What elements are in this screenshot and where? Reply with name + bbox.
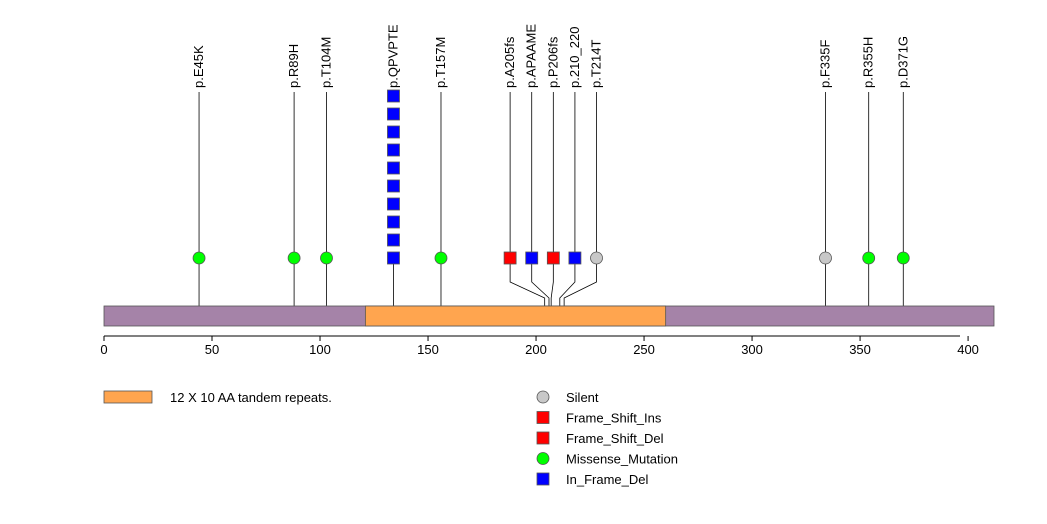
mutation-type-legend: Silent Frame_Shift_Ins Frame_Shift_Del Miss…: [536, 390, 678, 487]
mutation-label: p.F335F: [818, 40, 833, 88]
legend-marker: [536, 390, 550, 404]
x-tick-label: 150: [417, 342, 439, 357]
protein-backbone: [103, 305, 995, 327]
legend-label: Frame_Shift_Ins: [566, 411, 662, 426]
mutation-stems: [198, 92, 904, 326]
mutation-marker: [287, 251, 301, 265]
mutation-label: p.R89H: [286, 44, 301, 88]
mutation-marker: [387, 233, 400, 247]
mutation-marker: [192, 251, 206, 265]
x-axis: 0 50 100 150 200 250 300 350 400: [100, 335, 979, 357]
x-tick-label: 300: [741, 342, 763, 357]
mutation-labels: p.E45K p.R89H p.T104M p.QPVPTE p.T157M p.A205…: [191, 24, 910, 88]
mutation-label: p.210_220: [567, 27, 582, 88]
mutation-marker: [387, 179, 400, 193]
legend-label: Missense_Mutation: [566, 452, 678, 467]
legend-label: In_Frame_Del: [566, 472, 648, 487]
mutation-label: p.R355H: [861, 37, 876, 88]
domain-legend: 12 X 10 AA tandem repeats.: [103, 390, 332, 405]
mutation-marker: [387, 197, 400, 211]
legend-marker: [536, 452, 550, 465]
mutation-marker: [387, 125, 400, 139]
legend-marker: [536, 472, 550, 486]
mutation-label: p.T214T: [589, 40, 604, 88]
mutation-label: p.APAAME: [524, 24, 539, 88]
mutation-marker: [387, 107, 400, 121]
mutation-label: p.T157M: [433, 37, 448, 88]
mutation-marker: [387, 89, 400, 103]
legend-label: Frame_Shift_Del: [566, 431, 664, 446]
mutation-marker: [320, 251, 333, 265]
x-tick-label: 350: [849, 342, 871, 357]
domain-legend-swatch: [103, 390, 153, 404]
mutation-label: p.QPVPTE: [385, 24, 400, 88]
mutation-label: p.P206fs: [545, 36, 560, 88]
legend-label: Silent: [566, 390, 599, 405]
x-tick-label: 50: [205, 342, 219, 357]
x-tick-label: 400: [957, 342, 979, 357]
mutation-marker: [525, 251, 539, 265]
mutation-marker: [896, 251, 910, 265]
mutation-label: p.A205fs: [502, 36, 517, 88]
mutation-marker: [503, 251, 517, 265]
mutation-label: p.D371G: [895, 36, 910, 88]
mutation-marker: [546, 251, 560, 265]
mutation-marker: [387, 161, 400, 175]
mutation-marker: [387, 143, 400, 157]
mutation-label: p.T104M: [319, 37, 334, 88]
mutation-marker: [387, 215, 400, 229]
mutation-marker: [434, 251, 448, 265]
domain-legend-label: 12 X 10 AA tandem repeats.: [170, 390, 332, 405]
legend-marker: [536, 431, 550, 445]
mutation-label: p.E45K: [191, 45, 206, 88]
mutation-marker: [568, 251, 582, 265]
domain-region: [364, 305, 667, 327]
mutation-marker: [819, 251, 832, 265]
legend-marker: [536, 411, 550, 424]
x-tick-label: 250: [633, 342, 655, 357]
mutation-marker: [862, 251, 876, 265]
x-tick-label: 100: [309, 342, 331, 357]
x-tick-label: 200: [525, 342, 547, 357]
mutation-marker: [387, 251, 400, 265]
mutation-marker: [590, 251, 603, 265]
mutation-markers: [192, 89, 910, 265]
x-tick-label: 0: [100, 342, 107, 357]
